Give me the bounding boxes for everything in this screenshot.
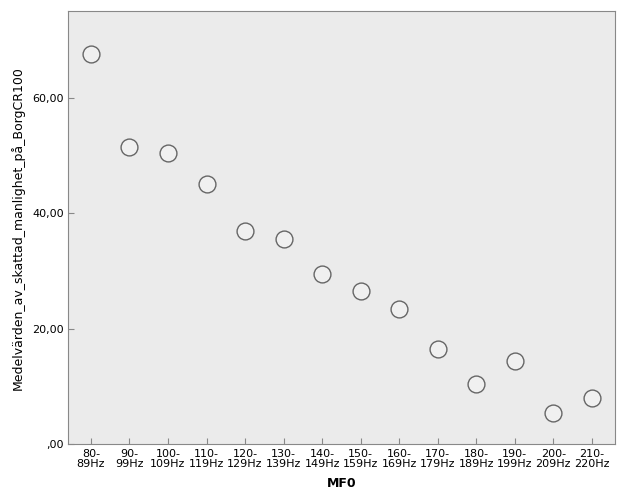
Point <box>356 287 366 295</box>
Point <box>510 357 520 365</box>
Point <box>202 180 212 188</box>
Point <box>433 345 443 353</box>
Point <box>125 143 135 151</box>
Point <box>240 226 250 234</box>
Point <box>163 149 173 157</box>
X-axis label: MF0: MF0 <box>327 477 356 490</box>
Point <box>279 235 289 243</box>
Y-axis label: Medelvärden_av_skattad_manlighet_på_BorgCR100: Medelvärden_av_skattad_manlighet_på_Borg… <box>11 66 25 390</box>
Point <box>471 380 481 388</box>
Point <box>587 394 597 402</box>
Point <box>86 51 96 59</box>
Point <box>317 270 327 278</box>
Point <box>394 305 404 313</box>
Point <box>548 409 558 417</box>
